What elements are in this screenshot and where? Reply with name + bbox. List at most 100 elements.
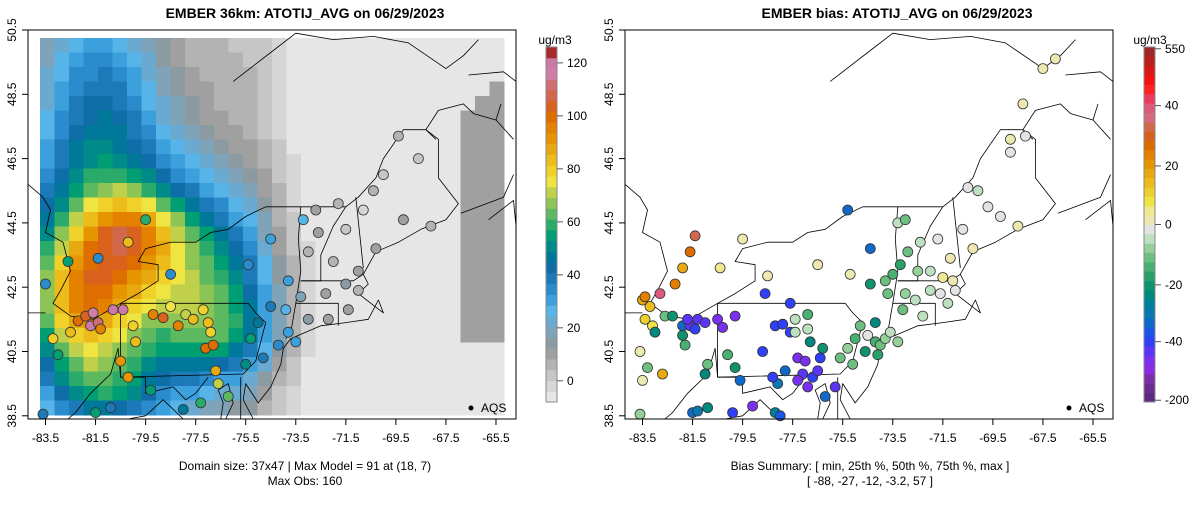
grid-cell (417, 197, 432, 213)
grid-cell (40, 212, 55, 227)
aqs-site-marker (240, 358, 252, 370)
aqs-site-marker (52, 349, 64, 361)
grid-cell (40, 125, 55, 140)
grid-cell (69, 299, 84, 314)
grid-cell (388, 226, 403, 242)
grid-cell (359, 154, 374, 169)
aqs-site-marker (157, 312, 169, 324)
aqs-site-marker (425, 220, 437, 232)
grid-cell (475, 284, 490, 300)
x-tick-label: -71.5 (332, 431, 360, 445)
aqs-site-marker (689, 323, 701, 335)
grid-cell (243, 241, 258, 256)
grid-cell (127, 386, 142, 401)
grid-cell (417, 139, 432, 155)
y-tick-label: 38.5 (602, 404, 616, 428)
grid-cell (40, 38, 55, 53)
grid-cell (69, 110, 84, 126)
grid-cell (112, 284, 128, 300)
grid-cell (475, 386, 490, 401)
grid-cell (272, 386, 287, 401)
grid-cell (475, 342, 490, 358)
colorbar-tick-label: 20 (567, 321, 581, 335)
colorbar-swatch (546, 57, 557, 70)
aqs-site-marker (1050, 53, 1061, 65)
grid-cell (54, 241, 70, 256)
aqs-site-marker (702, 358, 713, 370)
grid-cell (373, 154, 389, 169)
colorbar-swatch (546, 143, 557, 156)
aqs-site-marker (884, 326, 896, 338)
grid-cell (330, 241, 345, 256)
grid-cell (156, 139, 171, 155)
aqs-site-marker (392, 130, 404, 142)
grid-cell (228, 371, 244, 387)
grid-cell (112, 183, 128, 198)
grid-cell (214, 197, 229, 213)
grid-cell (315, 386, 331, 401)
colorbar: ug/m3 0 20 40 60 80 100 120 (538, 33, 587, 403)
boundary-line (742, 376, 806, 401)
grid-cell (359, 96, 374, 111)
aqs-site-marker (729, 310, 741, 322)
grid-cell (301, 255, 316, 271)
grid-cell (359, 226, 374, 242)
grid-cell (460, 299, 476, 314)
colorbar-tick-label: 40 (567, 268, 581, 282)
grid-cell (83, 197, 99, 213)
aqs-site-marker (312, 227, 324, 238)
aqs-site-marker (370, 243, 382, 255)
grid-cell (170, 168, 186, 184)
grid-cell (286, 241, 302, 256)
grid-cell (185, 81, 200, 97)
grid-cell (330, 357, 345, 372)
colorbar-swatch (1144, 168, 1155, 179)
grid-cell (127, 38, 142, 53)
aqs-site-marker (789, 326, 801, 338)
aqs-site-marker (892, 336, 904, 348)
grid-cell (315, 125, 331, 140)
colorbar-tick-label: 120 (567, 56, 587, 70)
grid-cell (228, 212, 244, 227)
colorbar-swatch (1144, 65, 1155, 76)
grid-cell (489, 38, 505, 53)
grid-cell (40, 342, 55, 358)
grid-cell (286, 255, 302, 271)
grid-cell (460, 183, 476, 198)
grid-cell (54, 139, 70, 155)
aqs-site-marker (352, 265, 364, 277)
grid-cell (141, 183, 157, 198)
grid-cell (330, 284, 345, 300)
grid-cell (228, 110, 244, 126)
aqs-site-marker (879, 275, 891, 287)
grid-cell (286, 371, 302, 387)
grid-cell (388, 183, 403, 198)
colorbar-swatch (1144, 224, 1155, 235)
aqs-site-marker (712, 313, 723, 325)
grid-cell (156, 125, 171, 140)
grid-cell (141, 154, 157, 169)
grid-cell (69, 154, 84, 169)
grid-cell (286, 139, 302, 155)
grid-cell (344, 96, 360, 111)
grid-cell (141, 357, 157, 372)
grid-cell (286, 226, 302, 242)
grid-cell (417, 328, 432, 343)
grid-cell (243, 371, 258, 387)
grid-cell (388, 386, 403, 401)
aqs-site-marker (87, 307, 99, 319)
aqs-site-marker (909, 294, 921, 306)
grid-cell (330, 371, 345, 387)
grid-cell (373, 342, 389, 358)
aqs-site-marker (105, 402, 116, 414)
grid-cell (286, 110, 302, 126)
grid-cell (243, 125, 258, 140)
grid-cell (214, 284, 229, 300)
grid-cell (69, 96, 84, 111)
grid-cell (156, 400, 171, 416)
grid-cell (489, 313, 505, 329)
grid-cell (156, 183, 171, 198)
grid-cell (54, 386, 70, 401)
grid-cell (170, 110, 186, 126)
grid-cell (170, 154, 186, 169)
